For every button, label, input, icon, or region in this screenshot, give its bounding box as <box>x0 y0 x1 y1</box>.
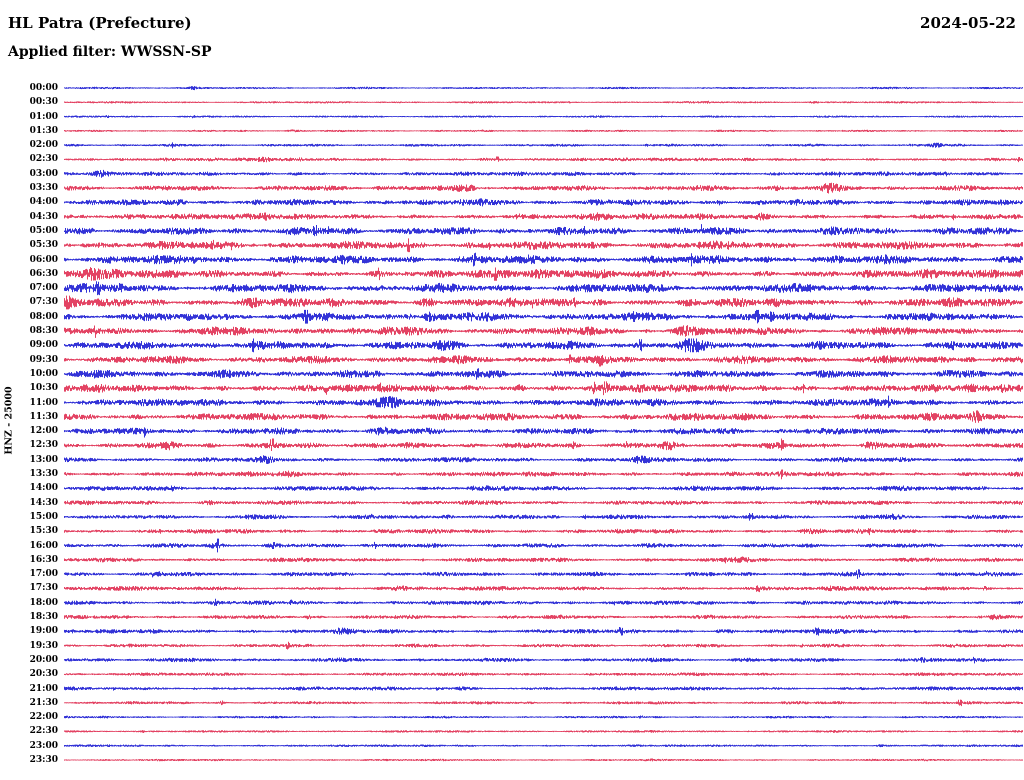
time-label: 14:00 <box>29 483 58 494</box>
time-label: 11:30 <box>29 411 58 422</box>
time-label: 06:30 <box>29 268 58 279</box>
time-label: 22:00 <box>29 712 58 723</box>
time-label: 18:00 <box>29 597 58 608</box>
time-label: 07:00 <box>29 283 58 294</box>
time-label: 14:30 <box>29 497 58 508</box>
time-label: 16:30 <box>29 554 58 565</box>
time-label: 12:00 <box>29 426 58 437</box>
time-label: 05:30 <box>29 240 58 251</box>
time-label: 04:00 <box>29 197 58 208</box>
time-label: 02:30 <box>29 154 58 165</box>
time-label: 01:00 <box>29 111 58 122</box>
filter-label: Applied filter: WWSSN-SP <box>8 44 212 60</box>
time-label: 00:30 <box>29 97 58 108</box>
time-label: 03:00 <box>29 168 58 179</box>
time-label: 10:30 <box>29 383 58 394</box>
time-label: 06:00 <box>29 254 58 265</box>
time-label: 12:30 <box>29 440 58 451</box>
time-label: 08:00 <box>29 311 58 322</box>
time-label: 23:00 <box>29 740 58 751</box>
date-label: 2024-05-22 <box>920 14 1016 32</box>
time-label: 07:30 <box>29 297 58 308</box>
time-label: 13:00 <box>29 454 58 465</box>
time-label: 17:00 <box>29 569 58 580</box>
time-label: 21:30 <box>29 697 58 708</box>
time-label: 13:30 <box>29 469 58 480</box>
time-label: 09:30 <box>29 354 58 365</box>
time-label: 09:00 <box>29 340 58 351</box>
time-label: 02:00 <box>29 140 58 151</box>
station-title: HL Patra (Prefecture) <box>8 14 192 32</box>
time-label: 05:00 <box>29 225 58 236</box>
time-label: 10:00 <box>29 368 58 379</box>
time-label: 08:30 <box>29 326 58 337</box>
time-label: 15:30 <box>29 526 58 537</box>
time-label: 03:30 <box>29 183 58 194</box>
time-label: 23:30 <box>29 755 58 765</box>
time-label: 16:00 <box>29 540 58 551</box>
time-label: 21:00 <box>29 683 58 694</box>
time-label: 19:30 <box>29 640 58 651</box>
time-label: 15:00 <box>29 511 58 522</box>
time-label: 18:30 <box>29 612 58 623</box>
time-label: 04:30 <box>29 211 58 222</box>
time-label: 17:30 <box>29 583 58 594</box>
time-label: 01:30 <box>29 125 58 136</box>
time-label: 20:00 <box>29 654 58 665</box>
time-label: 22:30 <box>29 726 58 737</box>
time-label: 11:00 <box>29 397 58 408</box>
time-label: 19:00 <box>29 626 58 637</box>
time-label: 00:00 <box>29 83 58 93</box>
time-label: 20:30 <box>29 669 58 680</box>
